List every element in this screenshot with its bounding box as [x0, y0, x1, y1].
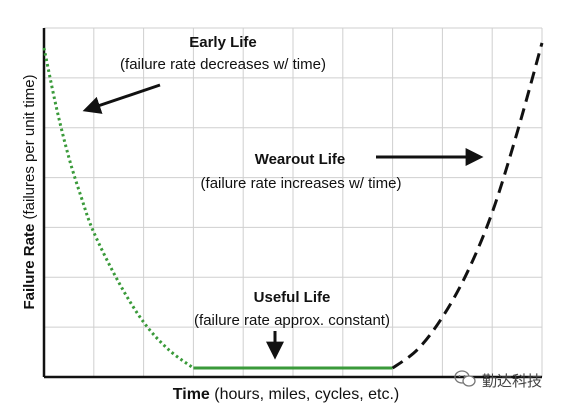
x-axis-label-bold: Time	[173, 386, 210, 403]
watermark-text: 勤达科技	[482, 373, 542, 390]
annotation-useful-life-text: (failure rate approx. constant)	[194, 312, 390, 329]
watermark: 勤达科技	[454, 370, 542, 390]
annotation-useful-life-title: Useful Life	[254, 289, 331, 306]
series-group	[42, 42, 544, 370]
series-line-wearout-life	[391, 42, 544, 370]
x-axis-label-rest: (hours, miles, cycles, etc.)	[214, 386, 399, 403]
annotation-early-life-text: (failure rate decreases w/ time)	[120, 56, 326, 73]
y-axis-label-bold: Failure Rate	[21, 224, 38, 310]
svg-text:Useful Life: Useful Life	[254, 289, 331, 306]
svg-text:Early Life: Early Life	[189, 34, 257, 51]
early-life-arrow	[82, 83, 161, 114]
annotation-early-life-title: Early Life	[189, 34, 257, 51]
y-axis-label: Failure Rate (failures per unit time)	[21, 74, 38, 309]
wechat-icon	[454, 370, 476, 387]
svg-text:Wearout Life: Wearout Life	[255, 151, 346, 168]
grid	[44, 27, 543, 377]
annotation-wearout-life-title: Wearout Life	[255, 151, 346, 168]
annotation-wearout-life-text: (failure rate increases w/ time)	[201, 175, 402, 192]
series-line-early-life	[42, 47, 195, 370]
y-axis-label-rest: (failures per unit time)	[21, 74, 38, 219]
x-axis-label: Time (hours, miles, cycles, etc.)	[173, 386, 399, 403]
